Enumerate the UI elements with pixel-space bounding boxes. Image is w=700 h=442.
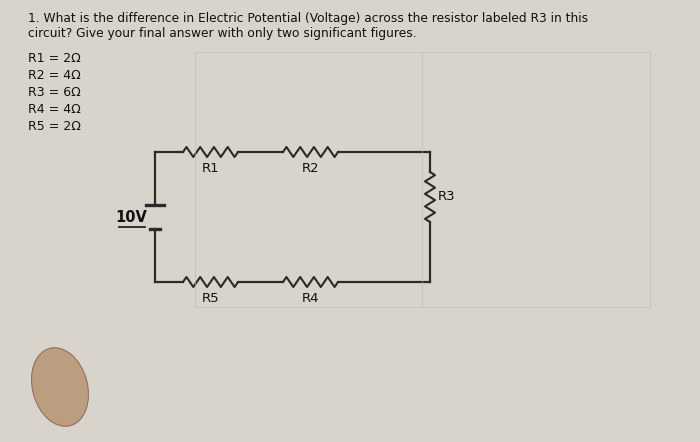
Ellipse shape	[32, 348, 88, 426]
Text: 10V: 10V	[115, 210, 147, 225]
Text: R4: R4	[302, 292, 319, 305]
Text: R4 = 4Ω: R4 = 4Ω	[28, 103, 80, 116]
Text: R3 = 6Ω: R3 = 6Ω	[28, 86, 80, 99]
Text: R1 = 2Ω: R1 = 2Ω	[28, 52, 80, 65]
Text: circuit? Give your final answer with only two significant figures.: circuit? Give your final answer with onl…	[28, 27, 416, 40]
Text: 1. What is the difference in Electric Potential (Voltage) across the resistor la: 1. What is the difference in Electric Po…	[28, 12, 588, 25]
Text: R3: R3	[438, 191, 456, 203]
Text: R2 = 4Ω: R2 = 4Ω	[28, 69, 80, 82]
Text: R5: R5	[202, 292, 219, 305]
Text: R2: R2	[302, 162, 319, 175]
Text: R1: R1	[202, 162, 219, 175]
Text: R5 = 2Ω: R5 = 2Ω	[28, 120, 81, 133]
